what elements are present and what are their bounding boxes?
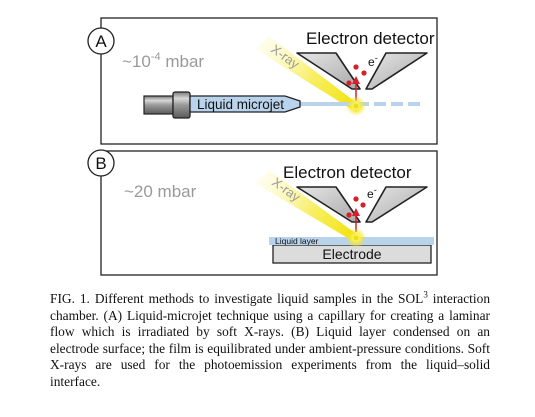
caption-superscript: 3: [423, 289, 428, 300]
panel-b-electrode-label: Electrode: [322, 246, 381, 262]
panel-b-pressure: ~20 mbar: [124, 182, 197, 201]
panel-a-jet-label: Liquid microjet: [197, 97, 284, 112]
panel-a-electron-symbol: e: [368, 55, 375, 69]
panel-b-detector-label: Electron detector: [283, 163, 412, 182]
panel-b: B ~20 mbar Electron detector Electrode L…: [87, 149, 438, 276]
caption-label: FIG. 1.: [50, 291, 90, 306]
panel-a-detector: [296, 52, 428, 90]
caption-text-start: Different methods to investigate liquid …: [89, 291, 424, 306]
figure-diagram: A ~10-4 mbar Electron detector X-ray e-: [87, 17, 438, 276]
panel-a: A ~10-4 mbar Electron detector X-ray e-: [87, 17, 438, 145]
panel-b-electron-charge: -: [374, 185, 377, 195]
panel-a-capillary: Liquid microjet: [143, 91, 301, 119]
panel-b-xray-beam: [255, 170, 362, 243]
caption-text-end: interaction chamber. (A) Liquid-microjet…: [50, 291, 491, 389]
panel-a-pressure-prefix: ~10: [122, 52, 151, 71]
panel-b-electrode: Electrode: [272, 244, 432, 264]
panel-b-electron-label: e-: [367, 185, 377, 201]
figure-caption: FIG. 1. Different methods to investigate…: [50, 289, 491, 391]
panel-a-pressure-exponent: -4: [151, 51, 161, 63]
panel-a-detector-label: Electron detector: [306, 29, 435, 48]
panel-a-letter: A: [95, 32, 107, 51]
panel-b-layer-label: Liquid layer: [275, 236, 319, 246]
panel-b-letter: B: [95, 154, 106, 173]
panel-a-pressure: ~10-4 mbar: [122, 51, 204, 71]
panel-b-letter-badge: B: [87, 149, 115, 177]
panel-b-electrons: e-: [346, 185, 377, 232]
panel-a-xray-beam: [255, 36, 362, 112]
panel-a-electrons: e-: [346, 53, 378, 101]
panel-a-pressure-unit: mbar: [161, 52, 205, 71]
panel-b-detector: [296, 186, 428, 223]
panel-a-letter-badge: A: [87, 27, 115, 55]
panel-a-electron-label: e-: [368, 53, 378, 69]
panel-a-electron-charge: -: [375, 53, 378, 63]
panel-b-electron-symbol: e: [367, 187, 374, 201]
